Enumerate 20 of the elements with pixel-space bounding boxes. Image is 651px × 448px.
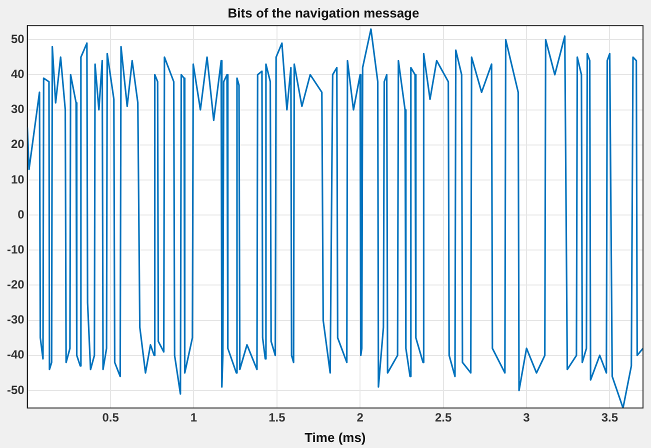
y-tick-label: 50	[10, 32, 25, 46]
y-tick-label: 10	[10, 172, 25, 186]
x-tick-label: 0.5	[102, 410, 120, 425]
y-tick-label: 40	[10, 67, 25, 82]
y-tick-label: 0	[18, 207, 25, 222]
y-tick-label: -40	[7, 348, 25, 362]
x-tick-label: 3	[523, 410, 530, 425]
x-tick-label: 2	[356, 410, 364, 425]
chart-title: Bits of the navigation message	[228, 5, 420, 20]
x-tick-label: 1.5	[268, 410, 286, 425]
x-tick-label: 1	[190, 410, 198, 425]
y-tick-label: 30	[10, 102, 25, 116]
y-tick-label: -30	[7, 312, 25, 327]
x-tick-label: 2.5	[434, 410, 452, 425]
y-tick-label: 20	[10, 137, 25, 152]
x-axis-title: Time (ms)	[304, 430, 366, 445]
x-tick-label: 3.5	[601, 410, 618, 425]
y-tick-label: -20	[7, 278, 25, 292]
y-tick-label: -50	[7, 382, 25, 397]
y-tick-label: -10	[7, 242, 25, 256]
